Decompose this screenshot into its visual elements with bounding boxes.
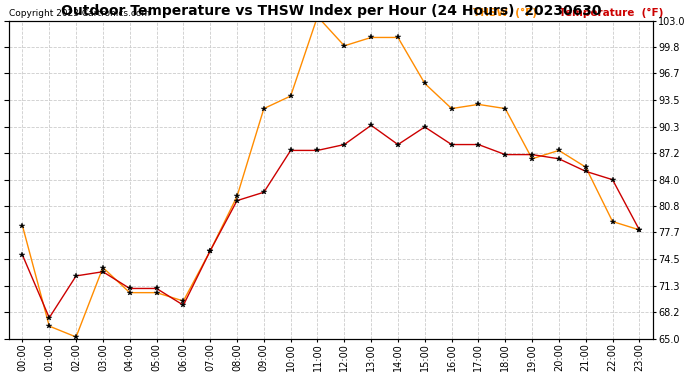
- Text: Temperature  (°F): Temperature (°F): [560, 8, 664, 18]
- Text: Copyright 2023 Cartronics.com: Copyright 2023 Cartronics.com: [9, 9, 150, 18]
- Title: Outdoor Temperature vs THSW Index per Hour (24 Hours)  20230630: Outdoor Temperature vs THSW Index per Ho…: [61, 4, 601, 18]
- Text: THSW  (°F): THSW (°F): [473, 8, 537, 18]
